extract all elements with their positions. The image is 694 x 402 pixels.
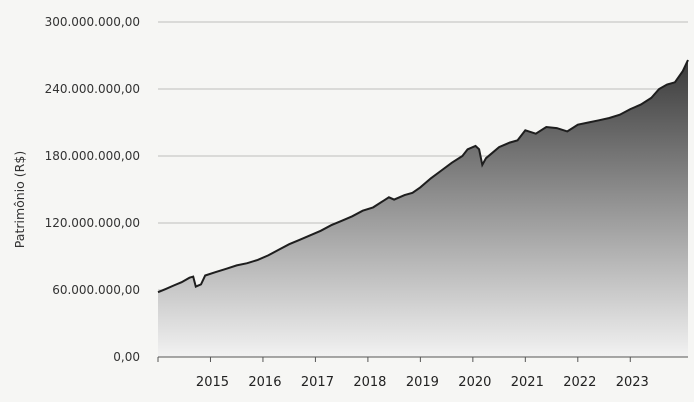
x-tick-label: 2019 [406, 375, 439, 390]
x-tick-label: 2021 [511, 375, 544, 390]
x-tick-label: 2017 [301, 375, 334, 390]
x-tick-label: 2020 [458, 375, 491, 390]
y-tick-label: 180.000.000,00 [45, 149, 140, 163]
y-tick-label: 0,00 [113, 350, 140, 364]
y-tick-label: 300.000.000,00 [45, 15, 140, 29]
x-tick-label: 2016 [248, 375, 281, 390]
y-tick-label: 60.000.000,00 [52, 283, 140, 297]
x-tick-label: 2018 [353, 375, 386, 390]
y-axis-label: Patrimônio (R$) [12, 151, 27, 248]
x-tick-label: 2023 [616, 375, 649, 390]
y-axis-ticks: 0,00 60.000.000,00 120.000.000,00 180.000.0… [45, 15, 140, 364]
y-tick-label: 120.000.000,00 [45, 216, 140, 230]
y-tick-label: 240.000.000,00 [45, 82, 140, 96]
x-tick-label: 2015 [196, 375, 229, 390]
x-axis-ticks: 2015 2016 2017 2018 2019 2020 2021 2022 2023 [157, 357, 649, 390]
series-area [158, 60, 688, 357]
series-line [157, 59, 689, 294]
x-tick-label: 2022 [563, 375, 596, 390]
